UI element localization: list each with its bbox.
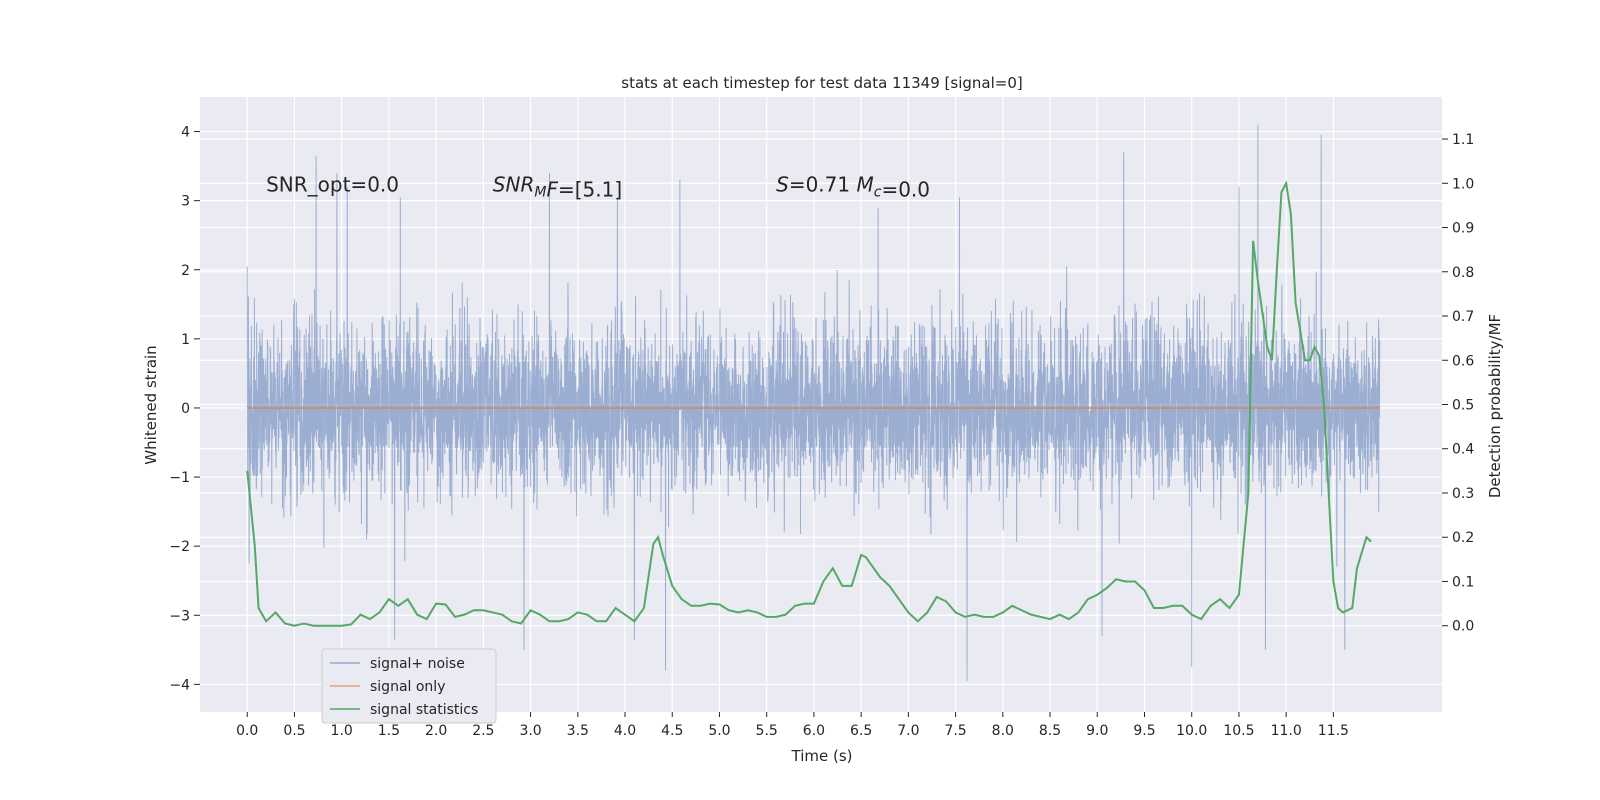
x-tick-label: 0.5 — [283, 723, 305, 739]
legend-label-signal-statistics: signal statistics — [370, 702, 478, 718]
y2-tick-label: 1.0 — [1452, 176, 1474, 192]
x-tick-label: 10.0 — [1176, 723, 1207, 739]
x-tick-label: 6.0 — [803, 723, 825, 739]
y-tick-label: 4 — [181, 125, 190, 141]
series-signal-statistics-line — [246, 180, 1372, 627]
y-tick-label: −2 — [169, 539, 190, 555]
annotation-text: SNR_opt=0.0 — [266, 172, 399, 196]
series-signal-noise-line — [246, 124, 1381, 681]
y2-tick-label: 0.3 — [1452, 486, 1474, 502]
y-tick-label: 1 — [181, 332, 190, 348]
y2-tick-label: 0.8 — [1452, 265, 1474, 281]
y2-tick-label: 0.6 — [1452, 353, 1474, 369]
x-tick-label: 9.0 — [1086, 723, 1108, 739]
x-tick-label: 8.5 — [1039, 723, 1061, 739]
y2-tick-label: 0.4 — [1452, 442, 1474, 458]
y-tick-label: −4 — [169, 677, 190, 693]
x-tick-label: 0.0 — [236, 723, 258, 739]
x-tick-label: 6.5 — [850, 723, 872, 739]
x-tick-label: 7.0 — [897, 723, 919, 739]
x-tick-label: 1.5 — [378, 723, 400, 739]
x-tick-label: 7.5 — [944, 723, 966, 739]
y2-tick-label: 0.1 — [1452, 574, 1474, 590]
x-tick-label: 3.5 — [567, 723, 589, 739]
x-tick-label: 9.5 — [1133, 723, 1155, 739]
x-tick-label: 5.0 — [708, 723, 730, 739]
x-tick-label: 4.5 — [661, 723, 683, 739]
x-tick-label: 5.5 — [756, 723, 778, 739]
x-axis-label: Time (s) — [791, 747, 853, 765]
y2-tick-label: 0.7 — [1452, 309, 1474, 325]
x-tick-label: 2.0 — [425, 723, 447, 739]
chart-title: stats at each timestep for test data 113… — [621, 74, 1022, 92]
x-tick-label: 8.0 — [992, 723, 1014, 739]
y-tick-label: −1 — [169, 470, 190, 486]
x-tick-label: 2.5 — [472, 723, 494, 739]
annotations: SNR_opt=0.0 SNRMF=[5.1] S=0.71 Mc=0.0 — [266, 172, 930, 201]
axis-ticks: 0.0 0.5 1.0 1.5 2.0 2.5 3.0 3.5 4.0 4.5 5.0 5.5 6.0 6… — [169, 125, 1474, 739]
annotation-text: SNRMF=[5.1] — [493, 172, 622, 201]
plot-series — [246, 124, 1381, 681]
x-tick-label: 3.0 — [519, 723, 541, 739]
y-axis-label: Whitened strain — [142, 345, 160, 464]
y2-tick-label: 0.5 — [1452, 398, 1474, 414]
legend: signal+ noise signal only signal statist… — [321, 648, 497, 724]
legend-label-signal-only: signal only — [370, 679, 445, 695]
annotation-text: S=0.71 Mc=0.0 — [776, 172, 930, 201]
y2-tick-label: 0.9 — [1452, 221, 1474, 237]
y-tick-label: 3 — [181, 194, 190, 210]
y2-tick-label: 0.0 — [1452, 619, 1474, 635]
x-tick-label: 10.5 — [1223, 723, 1254, 739]
legend-box — [321, 648, 497, 724]
y2-axis-label: Detection probability/MF — [1486, 314, 1504, 498]
y-tick-label: 2 — [181, 263, 190, 279]
y2-tick-label: 1.1 — [1452, 132, 1474, 148]
x-tick-label: 4.0 — [614, 723, 636, 739]
x-tick-label: 1.0 — [331, 723, 353, 739]
legend-label-signal-noise: signal+ noise — [370, 656, 465, 672]
x-tick-label: 11.0 — [1271, 723, 1302, 739]
y-tick-label: 0 — [181, 401, 190, 417]
y-tick-label: −3 — [169, 608, 190, 624]
y2-tick-label: 0.2 — [1452, 530, 1474, 546]
x-tick-label: 11.5 — [1318, 723, 1349, 739]
